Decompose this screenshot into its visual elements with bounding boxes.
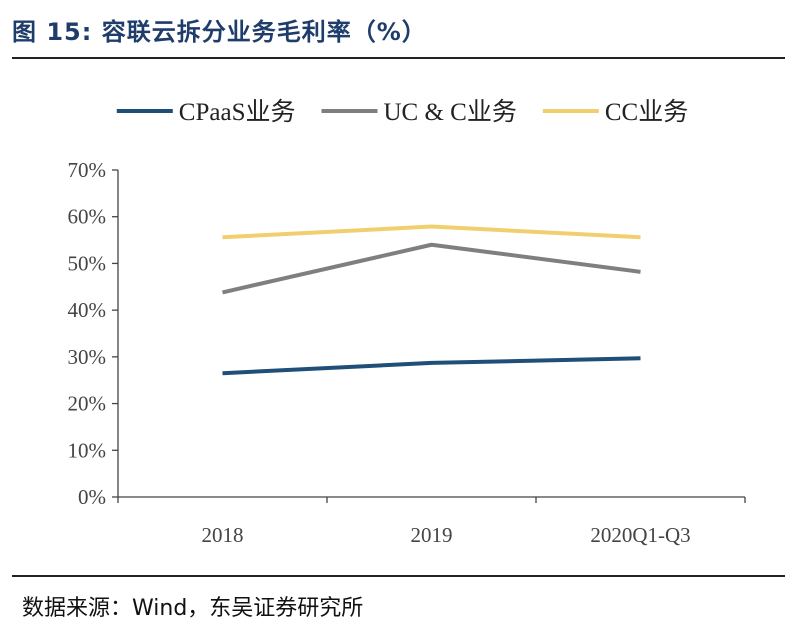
series-layer bbox=[222, 224, 641, 376]
legend-item-1: UC & C业务 bbox=[321, 98, 517, 126]
x-tick-label: 2018 bbox=[202, 523, 244, 547]
figure-title: 图 15: 容联云拆分业务毛利率（%） bbox=[12, 18, 427, 46]
legend: CPaaS业务 UC & C业务 CC业务 bbox=[116, 98, 688, 126]
series-line-1 bbox=[222, 242, 641, 295]
series-line-2 bbox=[222, 224, 641, 240]
series-line-0 bbox=[222, 356, 641, 376]
y-tick-label: 70% bbox=[68, 158, 107, 182]
bottom-rule bbox=[12, 575, 785, 577]
legend-label: CC业务 bbox=[605, 98, 688, 126]
top-rule bbox=[12, 57, 785, 59]
y-tick-label: 0% bbox=[78, 485, 106, 509]
axes: 0% 10% 20% 30% 40% 50% 60% 70% 2018 2019 2020Q1-Q3 bbox=[68, 158, 746, 547]
legend-label: CPaaS业务 bbox=[179, 98, 296, 126]
legend-label: UC & C业务 bbox=[383, 98, 516, 126]
y-tick-label: 10% bbox=[68, 438, 107, 462]
x-tick-label: 2019 bbox=[411, 523, 453, 547]
y-tick-label: 50% bbox=[68, 251, 107, 275]
source-note: 数据来源：Wind，东吴证券研究所 bbox=[22, 596, 364, 621]
y-tick-label: 60% bbox=[68, 205, 107, 229]
line-chart: CPaaS业务 UC & C业务 CC业务 0% 10% 20% 30% 40% 50% 60%… bbox=[68, 98, 746, 547]
legend-item-2: CC业务 bbox=[542, 98, 688, 126]
x-tick-label: 2020Q1-Q3 bbox=[590, 523, 690, 547]
y-tick-label: 30% bbox=[68, 345, 107, 369]
y-tick-label: 40% bbox=[68, 298, 107, 322]
y-tick-label: 20% bbox=[68, 392, 107, 416]
legend-item-0: CPaaS业务 bbox=[116, 98, 296, 126]
